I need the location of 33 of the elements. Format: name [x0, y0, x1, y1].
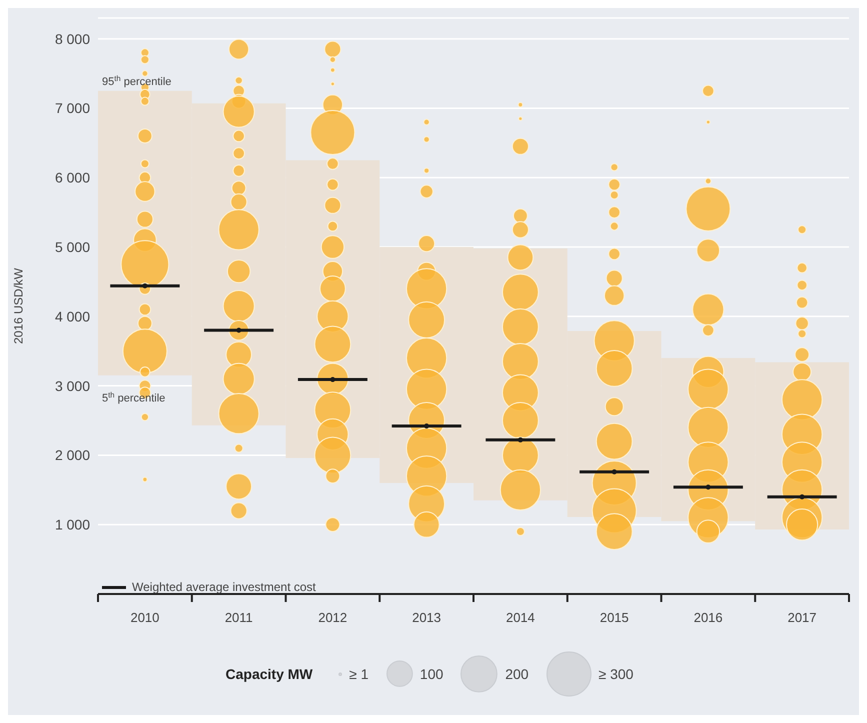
x-tick-label: 2011	[224, 610, 253, 625]
y-tick-label: 3 000	[54, 378, 90, 394]
x-tick-label: 2016	[694, 610, 723, 625]
x-tick-label: 2013	[412, 610, 442, 625]
x-tick-label: 2014	[506, 610, 535, 625]
y-tick-label: 8 000	[54, 30, 90, 47]
legend-label: Weighted average investment cost	[132, 580, 316, 594]
point	[142, 283, 148, 288]
y-axis-title: 2016 USD/kW	[11, 267, 26, 344]
y-tick-label: 7 000	[54, 100, 90, 116]
x-tick-label: 2012	[318, 610, 348, 625]
legend-label: 100	[420, 666, 444, 682]
legend-label: 200	[505, 666, 529, 682]
legend-label: ≥ 300	[598, 666, 634, 682]
annotation: 5$^{th}$ percentile	[102, 390, 166, 404]
point	[424, 424, 430, 429]
point	[518, 437, 523, 442]
x-tick-label: 2015	[600, 610, 629, 625]
legend-label: ≥ 1	[349, 666, 369, 682]
point	[330, 377, 336, 382]
legend-title: Capacity MW	[226, 666, 313, 682]
y-tick-label: 5 000	[54, 238, 90, 255]
point	[706, 484, 711, 490]
annotation: 95$^{th}$ percentile	[102, 73, 172, 88]
x-tick-label: 2010	[130, 610, 160, 625]
x-tick-label: 2017	[788, 610, 817, 625]
y-tick-label: 1 000	[54, 516, 90, 533]
y-tick-label: 4 000	[54, 308, 90, 324]
point	[800, 494, 805, 500]
y-tick-label: 6 000	[54, 170, 90, 186]
y-tick-label: 2 000	[54, 447, 90, 464]
size-legend: Capacity MW ≥ 1 100 200 ≥ 300	[8, 652, 859, 696]
point	[612, 469, 617, 474]
